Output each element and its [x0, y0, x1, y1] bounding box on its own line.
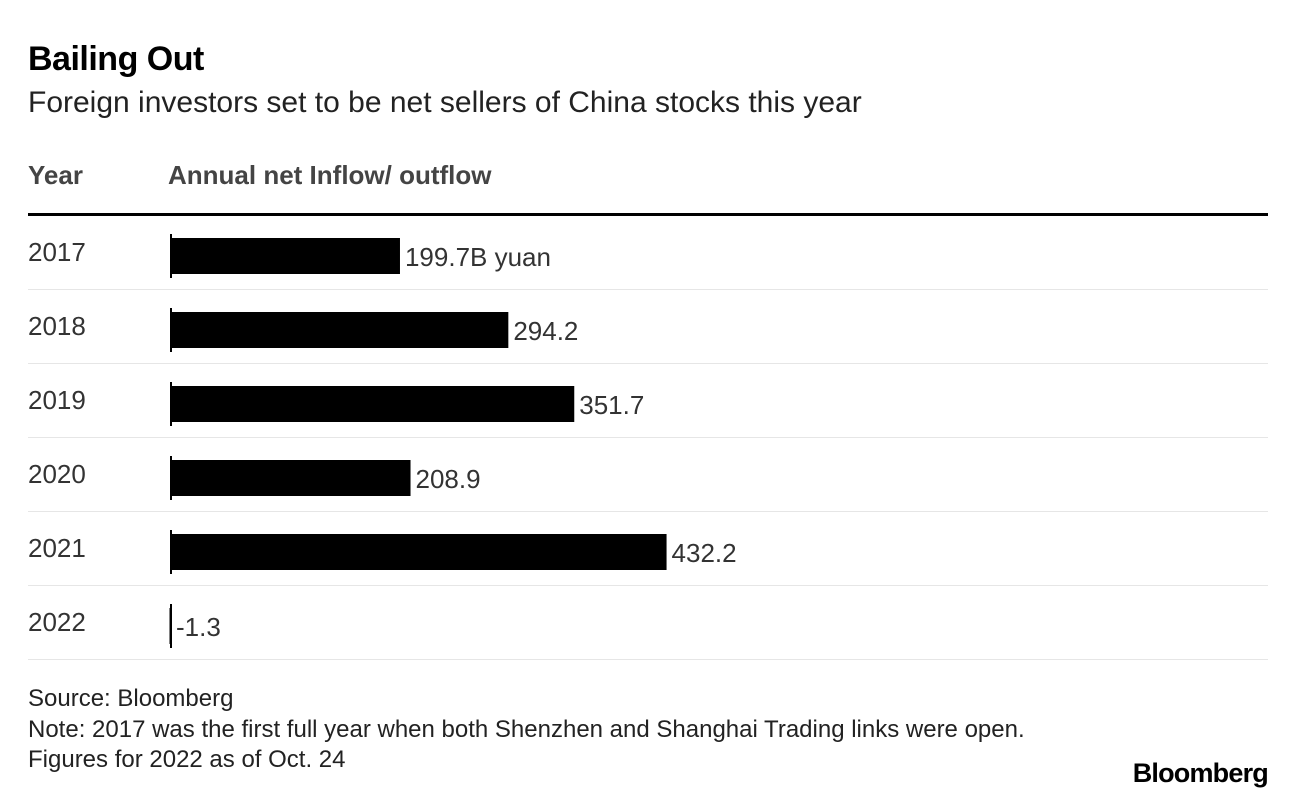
value-column-header: Annual net Inflow/ outflow — [168, 160, 492, 190]
row-separator — [28, 289, 1268, 290]
row-separator — [28, 437, 1268, 438]
source-text: Source: Bloomberg — [28, 685, 234, 712]
year-column-header: Year — [28, 160, 83, 190]
row-separator — [28, 585, 1268, 586]
year-label: 2019 — [28, 385, 86, 415]
value-label: 199.7B yuan — [405, 242, 551, 272]
row-separator — [28, 363, 1268, 364]
bar — [171, 534, 667, 570]
bar — [171, 386, 575, 422]
bar — [171, 460, 411, 496]
row-separator — [28, 511, 1268, 512]
value-label: -1.3 — [176, 612, 221, 642]
bar — [169, 608, 171, 644]
value-label: 294.2 — [513, 316, 578, 346]
bar — [171, 312, 509, 348]
year-label: 2018 — [28, 311, 86, 341]
note-text: Note: 2017 was the first full year when … — [28, 716, 1025, 773]
year-label: 2017 — [28, 237, 86, 267]
bar-chart: 2017 199.7B yuan 2018 294.2 2019 351.7 2020 208… — [28, 234, 1268, 660]
bar — [171, 238, 400, 274]
year-label: 2020 — [28, 459, 86, 489]
row-separator — [28, 659, 1268, 660]
year-label: 2021 — [28, 533, 86, 563]
chart-title: Bailing Out — [28, 40, 204, 78]
bloomberg-logo: Bloomberg — [1132, 758, 1269, 788]
year-label: 2022 — [28, 607, 86, 637]
value-label: 351.7 — [579, 390, 644, 420]
value-label: 432.2 — [672, 538, 737, 568]
value-label: 208.9 — [416, 464, 481, 494]
chart-subtitle: Foreign investors set to be net sellers … — [28, 86, 862, 119]
header-rule — [28, 213, 1268, 216]
